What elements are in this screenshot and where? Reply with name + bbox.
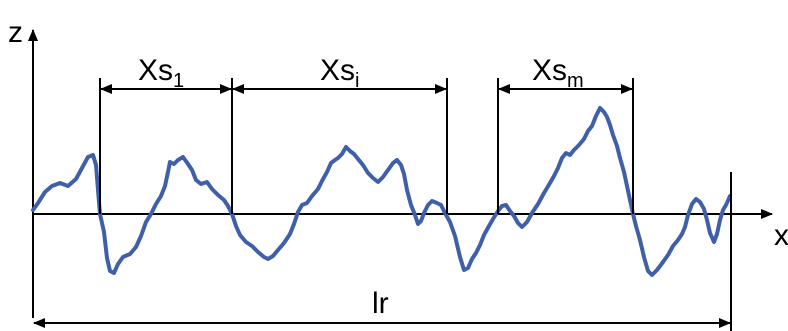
span-label-1: Xs1 [138, 54, 184, 92]
x-axis-label: x [774, 219, 788, 252]
span-label-i: Xsi [320, 54, 359, 92]
span-label-i-subscript: i [355, 70, 359, 92]
span-label-m-base: Xs [532, 54, 567, 87]
profile-curve [31, 106, 732, 277]
span-label-1-subscript: 1 [173, 70, 184, 92]
span-label-m: Xsm [532, 54, 584, 92]
span-label-1-base: Xs [138, 54, 173, 87]
lr-label: lr [372, 287, 389, 320]
z-axis-label: z [8, 16, 23, 49]
span-label-i-base: Xs [320, 54, 355, 87]
span-label-m-subscript: m [567, 70, 584, 92]
